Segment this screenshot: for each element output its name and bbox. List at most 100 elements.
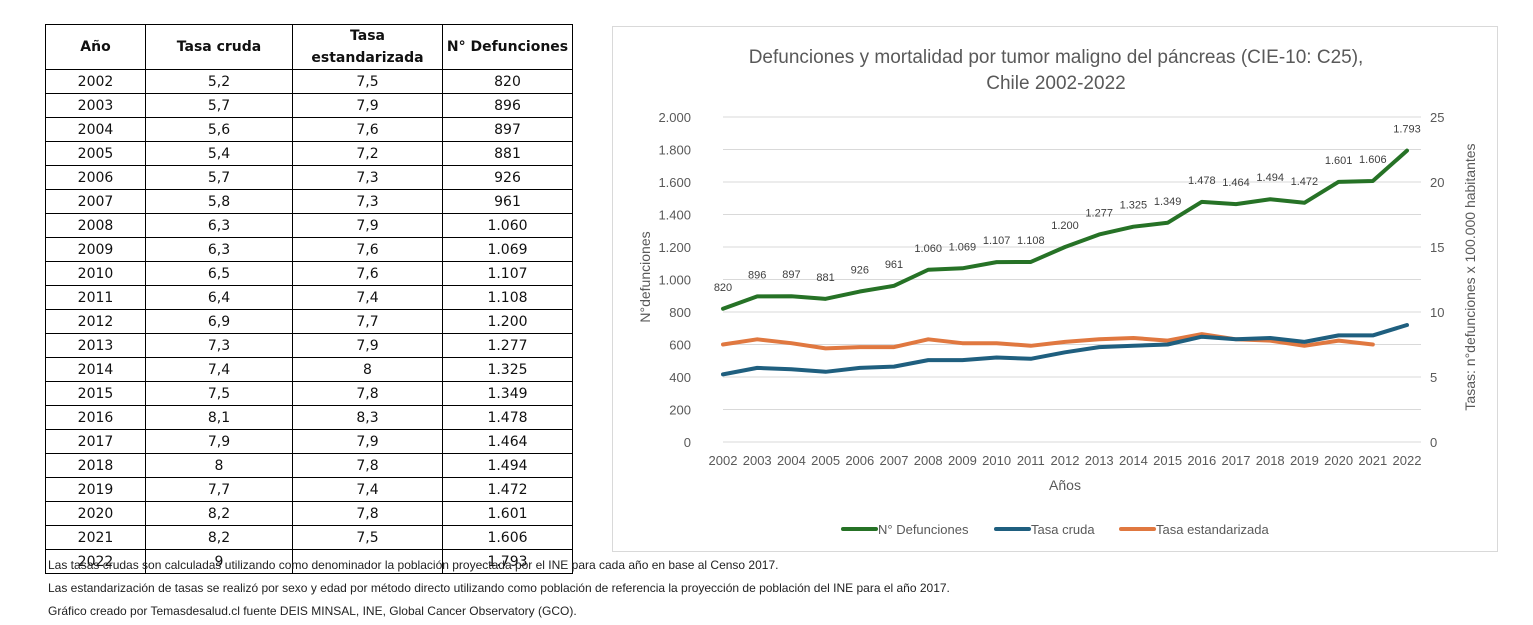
y2-tick-label: 20 <box>1430 175 1444 190</box>
cell-crude-rate: 8,2 <box>145 501 293 526</box>
cell-standardized-rate: 7,5 <box>292 69 443 94</box>
cell-deaths: 1.107 <box>442 261 573 286</box>
x-tick-label: 2003 <box>743 453 772 468</box>
table-row: 2010 6,5 7,6 1.107 <box>45 261 573 286</box>
cell-year: 2002 <box>45 69 146 94</box>
cell-standardized-rate: 7,3 <box>292 189 443 214</box>
cell-year: 2011 <box>45 285 146 310</box>
x-tick-label: 2009 <box>948 453 977 468</box>
cell-deaths: 1.060 <box>442 213 573 238</box>
legend: N° Defunciones Tasa cruda Tasa estandariza… <box>841 522 1270 537</box>
table-row: 2012 6,9 7,7 1.200 <box>45 309 573 334</box>
y2-tick-label: 10 <box>1430 305 1444 320</box>
cell-crude-rate: 7,7 <box>145 477 293 502</box>
data-table: Año Tasa cruda Tasa estandarizada N° Def… <box>45 24 573 574</box>
cell-standardized-rate: 7,5 <box>292 525 443 550</box>
y2-axis-title: Tasas: n°defunciones x 100.000 habitante… <box>1462 143 1478 410</box>
cell-year: 2007 <box>45 189 146 214</box>
x-tick-label: 2002 <box>709 453 738 468</box>
x-tick-label: 2016 <box>1187 453 1216 468</box>
cell-year: 2016 <box>45 405 146 430</box>
chart-frame: Defunciones y mortalidad por tumor malig… <box>612 26 1498 552</box>
legend-label: N° Defunciones <box>878 522 969 537</box>
x-tick-label: 2010 <box>982 453 1011 468</box>
cell-crude-rate: 6,9 <box>145 309 293 334</box>
cell-crude-rate: 5,6 <box>145 117 293 142</box>
table-row: 2004 5,6 7,6 897 <box>45 117 573 142</box>
cell-standardized-rate: 7,9 <box>292 93 443 118</box>
chart-title-line-1: Defunciones y mortalidad por tumor malig… <box>749 47 1364 68</box>
x-tick-label: 2017 <box>1222 453 1251 468</box>
data-label: 1.793 <box>1393 124 1421 136</box>
header-standardized-rate: Tasa estandarizada <box>292 24 443 70</box>
y-tick-label: 800 <box>669 305 691 320</box>
x-tick-label: 2005 <box>811 453 840 468</box>
data-label: 820 <box>714 282 732 294</box>
cell-standardized-rate: 8 <box>292 357 443 382</box>
cell-deaths: 897 <box>442 117 573 142</box>
cell-deaths: 1.108 <box>442 285 573 310</box>
cell-deaths: 820 <box>442 69 573 94</box>
data-label: 1.277 <box>1085 207 1113 219</box>
cell-year: 2012 <box>45 309 146 334</box>
table-row: 2017 7,9 7,9 1.464 <box>45 429 573 454</box>
series-standardized-rate-line <box>721 332 1375 351</box>
y-tick-label: 1.200 <box>658 240 691 255</box>
cell-crude-rate: 6,4 <box>145 285 293 310</box>
table-row: 2014 7,4 8 1.325 <box>45 357 573 382</box>
x-tick-label: 2020 <box>1324 453 1353 468</box>
cell-standardized-rate: 7,4 <box>292 285 443 310</box>
legend-label: Tasa estandarizada <box>1156 522 1270 537</box>
data-label: 1.325 <box>1120 200 1148 212</box>
cell-year: 2015 <box>45 381 146 406</box>
cell-standardized-rate: 7,8 <box>292 501 443 526</box>
x-tick-label: 2021 <box>1358 453 1387 468</box>
data-label: 1.108 <box>1017 235 1045 247</box>
y-tick-label: 1.000 <box>658 273 691 288</box>
table-row: 2016 8,1 8,3 1.478 <box>45 405 573 430</box>
cell-standardized-rate: 7,7 <box>292 309 443 334</box>
cell-standardized-rate: 7,2 <box>292 141 443 166</box>
x-tick-label: 2013 <box>1085 453 1114 468</box>
table-row: 2003 5,7 7,9 896 <box>45 93 573 118</box>
x-tick-label: 2012 <box>1051 453 1080 468</box>
y-tick-label: 600 <box>669 338 691 353</box>
table-row: 2021 8,2 7,5 1.606 <box>45 525 573 550</box>
table-row: 2002 5,2 7,5 820 <box>45 69 573 94</box>
cell-crude-rate: 5,7 <box>145 93 293 118</box>
table-row: 2008 6,3 7,9 1.060 <box>45 213 573 238</box>
cell-year: 2021 <box>45 525 146 550</box>
header-deaths: N° Defunciones <box>442 24 573 70</box>
cell-standardized-rate: 7,6 <box>292 237 443 262</box>
x-tick-label: 2022 <box>1393 453 1422 468</box>
y-tick-label: 1.800 <box>658 143 691 158</box>
cell-deaths: 1.494 <box>442 453 573 478</box>
y2-tick-label: 25 <box>1430 110 1444 125</box>
cell-crude-rate: 7,5 <box>145 381 293 406</box>
data-label: 1.349 <box>1154 196 1182 208</box>
cell-year: 2022 <box>45 549 146 574</box>
table-row: 2006 5,7 7,3 926 <box>45 165 573 190</box>
note-source: Gráfico creado por Temasdesalud.cl fuent… <box>48 604 577 618</box>
cell-standardized-rate: 7,3 <box>292 165 443 190</box>
table-row: 2022 9 1.793 <box>45 549 573 574</box>
cell-year: 2004 <box>45 117 146 142</box>
cell-year: 2005 <box>45 141 146 166</box>
cell-crude-rate: 7,3 <box>145 333 293 358</box>
x-tick-label: 2019 <box>1290 453 1319 468</box>
data-label: 1.107 <box>983 235 1011 247</box>
cell-year: 2020 <box>45 501 146 526</box>
chart-title-line-2: Chile 2002-2022 <box>986 73 1125 94</box>
cell-deaths: 1.349 <box>442 381 573 406</box>
cell-standardized-rate: 7,9 <box>292 213 443 238</box>
cell-crude-rate: 6,3 <box>145 237 293 262</box>
cell-crude-rate: 6,5 <box>145 261 293 286</box>
cell-standardized-rate: 7,6 <box>292 261 443 286</box>
x-tick-label: 2011 <box>1017 453 1045 468</box>
cell-deaths: 1.606 <box>442 525 573 550</box>
cell-deaths: 1.478 <box>442 405 573 430</box>
cell-deaths: 1.601 <box>442 501 573 526</box>
data-label: 1.060 <box>914 243 942 255</box>
note-standardization: Las estandarización de tasas se realizó … <box>48 581 950 595</box>
cell-year: 2013 <box>45 333 146 358</box>
